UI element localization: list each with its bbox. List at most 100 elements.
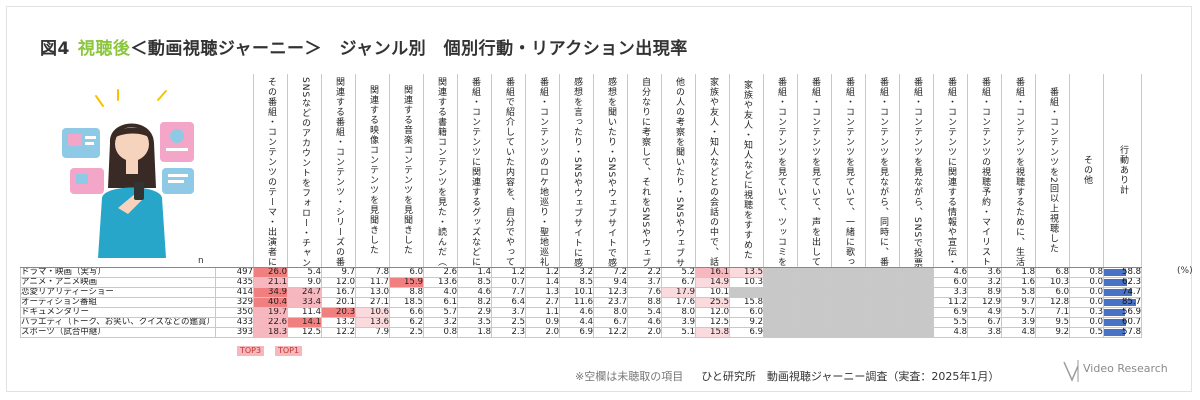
value-cell: 7.1 — [1034, 307, 1070, 318]
value-cell: 4.8 — [1000, 327, 1036, 338]
value-cell: 1.8 — [1000, 267, 1036, 278]
value-cell: 4.6 — [558, 307, 594, 318]
value-cell: 8.8 — [388, 287, 424, 298]
column-header: 番組・コンテンツを見ていて、ツッコミを入れたり、思わず反応した — [762, 74, 798, 268]
unasked-cell — [864, 287, 900, 298]
value-cell: 17.6 — [660, 297, 696, 308]
value-cell: 6.6 — [388, 307, 424, 318]
column-header-label: 番組・コンテンツを見ながら、同時に、番組に関連する配信も見聞きした — [877, 77, 888, 268]
genre-name: 恋愛リアリティーショー — [20, 287, 216, 298]
table-row: ドラマ・映画（実写） 497 26.0 5.4 9.7 7.8 6.0 2.6 1.4 1.2 1.… — [20, 267, 1142, 278]
logo-text: Video Research — [1083, 362, 1168, 375]
table-row: オーディション番組 329 40.4 33.4 20.1 27.1 18.5 6.1 8.2 6.… — [20, 297, 1142, 308]
value-cell: 13.0 — [354, 287, 390, 298]
value-cell: 2.7 — [524, 297, 560, 308]
value-cell: 3.2 — [558, 267, 594, 278]
value-cell: 7.6 — [626, 287, 662, 298]
value-cell: 10.3 — [728, 277, 764, 288]
total-bar — [1104, 319, 1127, 326]
value-cell: 5.1 — [660, 327, 696, 338]
unasked-cell — [898, 317, 934, 328]
value-cell: 7.2 — [592, 267, 628, 278]
total-cell: 60.7 — [1102, 317, 1142, 328]
value-cell: 13.2 — [320, 317, 356, 328]
total-value: 57.8 — [1122, 327, 1141, 337]
value-cell: 13.5 — [728, 267, 764, 278]
column-header: 番組・コンテンツを見ながら、同時に、番組に関連する配信も見聞きした — [864, 74, 900, 268]
value-cell: 14.1 — [286, 317, 322, 328]
value-cell: 17.9 — [660, 287, 696, 298]
value-cell: 6.1 — [422, 297, 458, 308]
source-note: ひと研究所 動画視聴ジャーニー調査（実査：2025年1月） — [701, 370, 1000, 383]
value-cell: 2.0 — [626, 327, 662, 338]
value-cell: 20.3 — [320, 307, 356, 318]
unasked-cell — [864, 327, 900, 338]
value-cell: 1.2 — [490, 267, 526, 278]
value-cell: 5.8 — [1000, 287, 1036, 298]
column-header: 家族や友人・知人などに視聴をすすめた — [728, 74, 764, 268]
unasked-cell — [898, 267, 934, 278]
unasked-cell — [830, 297, 866, 308]
column-header-label: 番組・コンテンツに関連する情報や宣伝・広告を意識するようになった — [945, 77, 956, 268]
value-cell: 2.9 — [456, 307, 492, 318]
sample-size: 393 — [214, 327, 254, 338]
unasked-cell — [830, 267, 866, 278]
behavior-table: その番組・コンテンツのテーマ・出演者について調べた・検索した SNSなどのアカウン… — [20, 74, 1142, 338]
value-cell: 10.1 — [694, 287, 730, 298]
column-header: 関連する番組・コンテンツ・シリーズの番組を見た — [320, 74, 356, 268]
column-header-label: 番組・コンテンツの視聴予約・マイリスト登録などをした — [979, 77, 990, 268]
column-header: 関連する映像コンテンツを見聞きした — [354, 74, 390, 268]
unasked-cell — [762, 277, 798, 288]
table-row: スポーツ（試合中継） 393 18.3 12.5 12.2 7.9 2.5 0.8 1.8 2.3… — [20, 327, 1142, 338]
value-cell: 12.3 — [592, 287, 628, 298]
value-cell: 19.7 — [252, 307, 288, 318]
column-header: 関連する書籍コンテンツを見た・読んだ（原作小説・漫画など） — [422, 74, 458, 268]
value-cell: 8.0 — [660, 307, 696, 318]
column-header-label: その他 — [1081, 155, 1092, 185]
table-row: ドキュメンタリー 350 19.7 11.4 20.3 10.6 6.6 5.7 2.9 3.7 1… — [20, 307, 1142, 318]
column-header: 他の人の考察を聞いたり・SNSやウェブサイトで考察を読んだりした — [660, 74, 696, 268]
value-cell: 0.7 — [490, 277, 526, 288]
value-cell: 4.6 — [932, 267, 968, 278]
unasked-cell — [898, 297, 934, 308]
unasked-cell — [796, 287, 832, 298]
column-header-label: 自分なりに考察して、それをSNSやウェブサイトに書いたりした — [639, 77, 650, 268]
column-header-label: SNSなどのアカウントをフォロー・チャンネル登録した — [299, 77, 310, 268]
total-bar — [1104, 309, 1126, 316]
value-cell: 9.2 — [728, 317, 764, 328]
value-cell: 40.4 — [252, 297, 288, 308]
column-header-label: 番組・コンテンツに関連するグッズなどにお金を使った — [469, 77, 480, 268]
value-cell: 0.8 — [422, 327, 458, 338]
value-cell: 6.0 — [1034, 287, 1070, 298]
value-cell: 5.7 — [422, 307, 458, 318]
genre-name: スポーツ（試合中継） — [20, 327, 216, 338]
value-cell: 6.0 — [728, 307, 764, 318]
unasked-cell — [796, 277, 832, 288]
unasked-cell — [762, 307, 798, 318]
sample-size: 350 — [214, 307, 254, 318]
column-header-label: 感想を言ったり・SNSやウェブサイトに感想を書いたりした — [571, 77, 582, 268]
value-cell: 0.5 — [1068, 327, 1104, 338]
unasked-cell — [830, 327, 866, 338]
unasked-cell — [796, 297, 832, 308]
value-cell: 18.5 — [388, 297, 424, 308]
value-cell: 6.0 — [932, 277, 968, 288]
value-cell: 9.5 — [1034, 317, 1070, 328]
value-cell: 9.7 — [1000, 297, 1036, 308]
unasked-cell — [796, 267, 832, 278]
value-cell: 16.7 — [320, 287, 356, 298]
value-cell: 2.5 — [388, 327, 424, 338]
value-cell: 0.0 — [1068, 297, 1104, 308]
value-cell: 6.9 — [728, 327, 764, 338]
value-cell: 8.2 — [456, 297, 492, 308]
unasked-cell — [898, 287, 934, 298]
total-value: 85.7 — [1122, 297, 1141, 307]
value-cell: 3.6 — [966, 267, 1002, 278]
value-cell: 8.9 — [966, 287, 1002, 298]
unasked-cell — [864, 267, 900, 278]
value-cell: 2.6 — [422, 267, 458, 278]
column-header-label: 番組・コンテンツを視聴するために、生活上の準備をした — [1013, 77, 1024, 268]
column-header-label: 関連する書籍コンテンツを見た・読んだ（原作小説・漫画など） — [435, 77, 446, 268]
value-cell: 5.4 — [626, 307, 662, 318]
column-header-label: 関連する番組・コンテンツ・シリーズの番組を見た — [333, 77, 344, 268]
